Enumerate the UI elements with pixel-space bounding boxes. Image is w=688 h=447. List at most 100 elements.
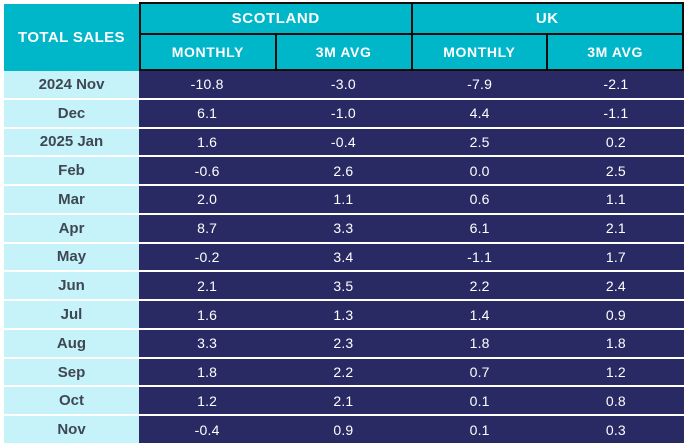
cell-uk-monthly: 1.4 [469, 306, 490, 323]
table-row: Jun 2.1 3.5 2.2 2.4 [4, 272, 684, 300]
row-values: 6.1 -1.0 4.4 -1.1 [139, 99, 684, 127]
cell-scotland-monthly: 1.6 [197, 306, 218, 323]
cell-scotland-3m-avg: -3.0 [330, 76, 356, 93]
row-values: 2.1 3.5 2.2 2.4 [139, 272, 684, 300]
cell-uk-monthly: 1.8 [469, 335, 490, 352]
row-values: -0.6 2.6 0.0 2.5 [139, 157, 684, 185]
cell-scotland-monthly: 3.3 [197, 335, 218, 352]
cell-uk-monthly: -7.9 [467, 76, 493, 93]
cell-uk-3m-avg: 2.1 [605, 220, 626, 237]
cell-uk-monthly: 0.6 [469, 191, 490, 208]
subheader-scotland-3m-avg: 3M AVG [274, 35, 411, 69]
row-values: 1.2 2.1 0.1 0.8 [139, 387, 684, 415]
cell-uk-monthly: 2.2 [469, 277, 490, 294]
table-row: Nov -0.4 0.9 0.1 0.3 [4, 416, 684, 443]
cell-scotland-monthly: -10.8 [190, 76, 224, 93]
subheader-scotland-monthly: MONTHLY [171, 44, 244, 60]
row-values: 3.3 2.3 1.8 1.8 [139, 329, 684, 357]
row-label: 2024 Nov [4, 71, 139, 98]
cell-uk-3m-avg: 1.7 [605, 248, 626, 265]
cell-scotland-3m-avg: 1.1 [333, 191, 354, 208]
cell-scotland-monthly: 6.1 [197, 105, 218, 122]
row-label: 2025 Jan [4, 128, 139, 156]
cell-scotland-3m-avg: 3.4 [333, 248, 354, 265]
row-label: Jun [4, 272, 139, 300]
row-values: -10.8 -3.0 -7.9 -2.1 [139, 71, 684, 98]
cell-scotland-3m-avg: 3.3 [333, 220, 354, 237]
table-body: 2024 Nov -10.8 -3.0 -7.9 -2.1 Dec 6.1 -1… [4, 71, 684, 443]
cell-scotland-3m-avg: 2.6 [333, 162, 354, 179]
table-row: Aug 3.3 2.3 1.8 1.8 [4, 329, 684, 357]
table-row: Feb -0.6 2.6 0.0 2.5 [4, 157, 684, 185]
cell-scotland-3m-avg: 0.9 [333, 421, 354, 438]
cell-scotland-monthly: 2.1 [197, 277, 218, 294]
cell-uk-3m-avg: -2.1 [603, 76, 629, 93]
table-header: TOTAL SALES SCOTLAND UK MONTHLY 3M AVG M… [4, 2, 684, 71]
table-row: Oct 1.2 2.1 0.1 0.8 [4, 387, 684, 415]
cell-scotland-3m-avg: 2.1 [333, 392, 354, 409]
cell-scotland-3m-avg: 3.5 [333, 277, 354, 294]
column-group-scotland: SCOTLAND [231, 10, 320, 27]
cell-uk-3m-avg: 1.8 [605, 335, 626, 352]
table-row: Mar 2.0 1.1 0.6 1.1 [4, 186, 684, 213]
cell-scotland-monthly: 1.6 [197, 133, 218, 150]
cell-scotland-3m-avg: 2.3 [333, 335, 354, 352]
cell-scotland-monthly: 8.7 [197, 220, 218, 237]
cell-uk-monthly: 2.5 [469, 133, 490, 150]
cell-uk-monthly: 6.1 [469, 220, 490, 237]
subheader-row: MONTHLY 3M AVG MONTHLY 3M AVG [141, 35, 682, 69]
cell-scotland-3m-avg: -0.4 [330, 133, 356, 150]
cell-uk-monthly: 0.1 [469, 392, 490, 409]
column-group-uk: UK [410, 4, 683, 33]
table-row: Dec 6.1 -1.0 4.4 -1.1 [4, 99, 684, 127]
table-title-cell: TOTAL SALES [4, 4, 139, 71]
row-values: -0.2 3.4 -1.1 1.7 [139, 243, 684, 271]
cell-uk-3m-avg: 2.5 [605, 162, 626, 179]
row-values: 1.6 1.3 1.4 0.9 [139, 301, 684, 328]
row-label: May [4, 243, 139, 271]
row-label: Nov [4, 416, 139, 443]
cell-uk-3m-avg: 0.8 [605, 392, 626, 409]
row-values: 8.7 3.3 6.1 2.1 [139, 214, 684, 242]
subheader-uk-3m-avg: 3M AVG [546, 35, 682, 69]
row-label: Feb [4, 157, 139, 185]
cell-scotland-monthly: -0.2 [194, 248, 220, 265]
table-row: Jul 1.6 1.3 1.4 0.9 [4, 301, 684, 328]
row-label: Oct [4, 387, 139, 415]
table-row: Sep 1.8 2.2 0.7 1.2 [4, 358, 684, 386]
row-label: Mar [4, 186, 139, 213]
cell-scotland-monthly: -0.4 [194, 421, 220, 438]
cell-uk-3m-avg: 2.4 [605, 277, 626, 294]
table-row: 2025 Jan 1.6 -0.4 2.5 0.2 [4, 128, 684, 156]
cell-scotland-3m-avg: 1.3 [333, 306, 354, 323]
cell-scotland-monthly: 1.2 [197, 392, 218, 409]
cell-scotland-monthly: 2.0 [197, 191, 218, 208]
cell-scotland-3m-avg: -1.0 [330, 105, 356, 122]
column-group-row: SCOTLAND UK [141, 4, 682, 35]
cell-uk-3m-avg: 0.9 [605, 306, 626, 323]
row-label: Dec [4, 99, 139, 127]
cell-uk-monthly: 4.4 [469, 105, 490, 122]
cell-scotland-3m-avg: 2.2 [333, 364, 354, 381]
row-values: -0.4 0.9 0.1 0.3 [139, 416, 684, 443]
cell-uk-3m-avg: 0.2 [605, 133, 626, 150]
row-values: 1.8 2.2 0.7 1.2 [139, 358, 684, 386]
row-label: Sep [4, 358, 139, 386]
row-values: 1.6 -0.4 2.5 0.2 [139, 128, 684, 156]
table-row: Apr 8.7 3.3 6.1 2.1 [4, 214, 684, 242]
column-headers: SCOTLAND UK MONTHLY 3M AVG MONTHLY 3M AV… [139, 2, 684, 71]
cell-uk-3m-avg: 0.3 [605, 421, 626, 438]
cell-uk-monthly: 0.0 [469, 162, 490, 179]
table-row: 2024 Nov -10.8 -3.0 -7.9 -2.1 [4, 71, 684, 98]
subheader-uk-monthly: MONTHLY [410, 35, 547, 69]
cell-uk-monthly: -1.1 [467, 248, 493, 265]
cell-uk-3m-avg: 1.2 [605, 364, 626, 381]
cell-uk-monthly: 0.1 [469, 421, 490, 438]
row-label: Apr [4, 214, 139, 242]
cell-uk-monthly: 0.7 [469, 364, 490, 381]
row-label: Aug [4, 329, 139, 357]
row-label: Jul [4, 301, 139, 328]
row-values: 2.0 1.1 0.6 1.1 [139, 186, 684, 213]
cell-uk-3m-avg: 1.1 [605, 191, 626, 208]
